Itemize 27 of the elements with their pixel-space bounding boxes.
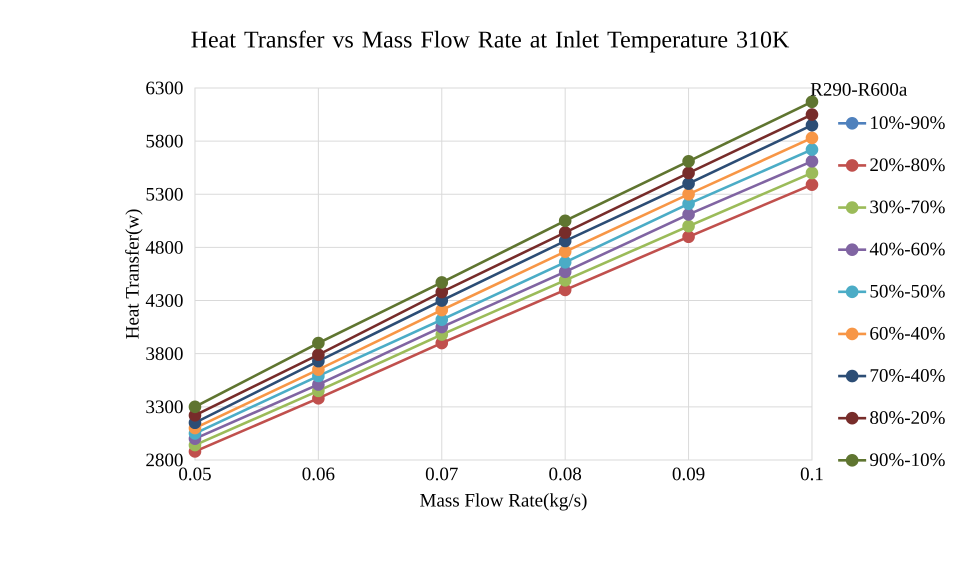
x-axis-title: Mass Flow Rate(kg/s) [420,493,587,511]
y-tick-label: 3800 [146,347,183,360]
legend-label: 30%-70% [870,200,945,214]
y-tick-label: 6300 [146,82,183,94]
y-tick-label: 2800 [146,454,183,466]
x-tick-label: 0.08 [549,468,582,480]
y-axis-title: Heat Transfer(w) [125,209,143,339]
y-tick-label: 5300 [146,188,183,201]
x-tick-label: 0.05 [179,468,211,480]
y-tick-label: 3300 [146,400,183,414]
legend-title: R290-R600a [810,82,908,96]
legend-label: 40%-60% [870,242,945,256]
y-tick-label: 5800 [146,134,183,148]
legend-label: 60%-40% [870,326,945,340]
legend-label: 70%-40% [870,369,945,382]
legend-label: 80%-20% [870,411,945,424]
chart-title: Heat Transfer vs Mass Flow Rate at Inlet Temperature 310K [191,30,790,53]
y-tick-label: 4800 [146,240,183,254]
legend-label: 50%-50% [870,284,945,298]
legend-label: 10%-90% [871,116,945,130]
legend-label: 20%-80% [870,158,945,172]
legend-label: 90%-10% [870,453,945,466]
x-tick-label: 0.06 [302,468,334,480]
x-tick-label: 0.09 [672,468,704,480]
y-tick-label: 4300 [146,294,183,307]
x-tick-label: 0.07 [426,468,458,480]
x-tick-label: 0.1 [800,468,823,480]
